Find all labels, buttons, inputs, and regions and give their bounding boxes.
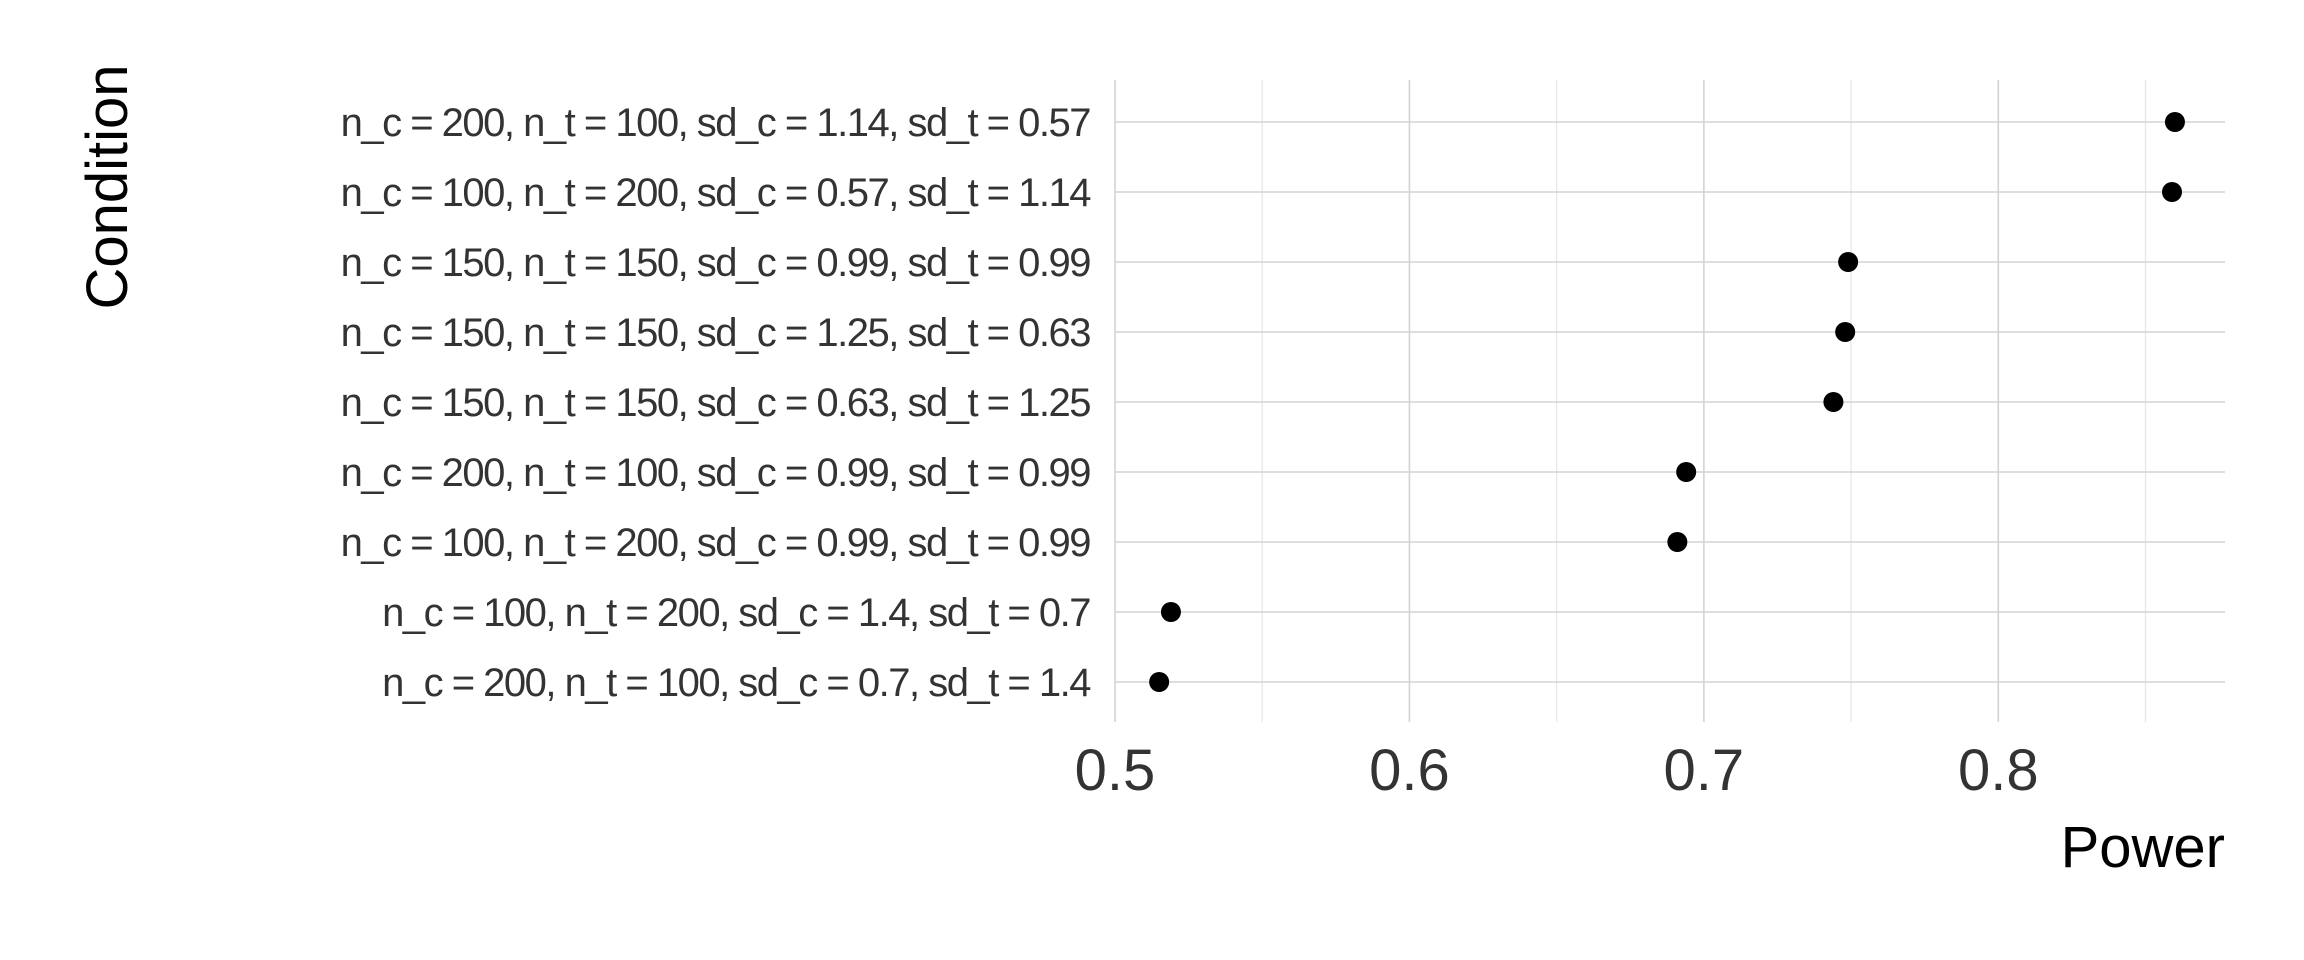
- x-tick-label: 0.5: [1075, 738, 1156, 803]
- y-axis-title: Condition: [75, 64, 140, 309]
- y-tick-label: n_c = 150, n_t = 150, sd_c = 0.63, sd_t …: [341, 381, 1091, 425]
- y-tick-label: n_c = 200, n_t = 100, sd_c = 0.7, sd_t =…: [382, 661, 1091, 705]
- data-point: [1160, 602, 1181, 622]
- data-point: [1667, 532, 1688, 552]
- x-tick-label: 0.6: [1369, 738, 1450, 803]
- y-tick-label: n_c = 150, n_t = 150, sd_c = 1.25, sd_t …: [341, 311, 1091, 355]
- x-axis-title: Power: [2061, 815, 2225, 880]
- y-tick-label: n_c = 100, n_t = 200, sd_c = 0.57, sd_t …: [341, 171, 1092, 215]
- y-tick-label: n_c = 100, n_t = 200, sd_c = 0.99, sd_t …: [341, 521, 1091, 565]
- y-tick-label: n_c = 100, n_t = 200, sd_c = 1.4, sd_t =…: [382, 591, 1090, 635]
- data-point: [2164, 112, 2185, 132]
- data-point: [1149, 672, 1170, 692]
- data-point: [2162, 182, 2183, 202]
- data-point: [1838, 252, 1859, 272]
- grid-lines: [1114, 80, 2225, 722]
- y-tick-label: n_c = 200, n_t = 100, sd_c = 0.99, sd_t …: [341, 451, 1091, 495]
- y-tick-label: n_c = 150, n_t = 150, sd_c = 0.99, sd_t …: [341, 241, 1091, 285]
- data-point: [1835, 322, 1856, 342]
- data-points: [1149, 112, 2185, 692]
- x-tick-labels: 0.5 0.6 0.7 0.8: [1075, 738, 2039, 803]
- y-tick-labels: n_c = 200, n_t = 100, sd_c = 0.7, sd_t =…: [341, 101, 1093, 705]
- data-point: [1676, 462, 1697, 482]
- x-tick-label: 0.8: [1958, 738, 2039, 803]
- y-tick-label: n_c = 200, n_t = 100, sd_c = 1.14, sd_t …: [341, 101, 1091, 145]
- x-tick-label: 0.7: [1664, 738, 1745, 803]
- data-point: [1823, 392, 1844, 412]
